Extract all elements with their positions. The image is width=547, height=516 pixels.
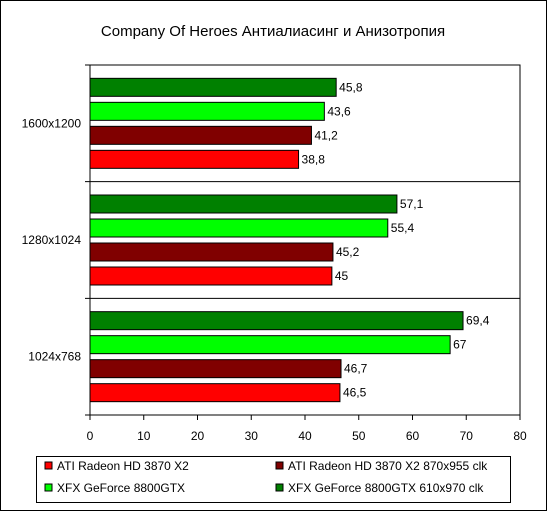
data-label: 46,5: [343, 386, 367, 400]
data-label: 38,8: [302, 152, 326, 166]
bar: [89, 77, 337, 97]
x-axis: 0 10 20 30 40 50 60 70 80: [87, 415, 527, 443]
bar-labels: 45,8 43,6 41,2 38,8 57,1 55,4 45,2 45 69,4 67 46,7…: [302, 80, 490, 399]
data-label: 41,2: [314, 128, 338, 142]
x-tick-label: 70: [460, 429, 474, 443]
data-label: 45: [335, 269, 349, 283]
bar: [89, 149, 300, 169]
plot-area: [89, 64, 521, 416]
legend: ATI Radeon HD 3870 X2 ATI Radeon HD 3870 …: [36, 456, 511, 503]
data-label: 46,7: [344, 362, 368, 376]
data-label: 55,4: [391, 221, 415, 235]
bar: [89, 242, 334, 262]
legend-label: XFX GeForce 8800GTX: [57, 481, 185, 495]
category-separators: [85, 64, 520, 416]
x-tick-label: 20: [191, 429, 205, 443]
bar: [89, 359, 342, 379]
data-label: 45,8: [339, 80, 363, 94]
legend-swatch: [44, 461, 53, 470]
legend-label: ATI Radeon HD 3870 X2 870x955 clk: [288, 459, 488, 473]
x-tick-label: 80: [513, 429, 527, 443]
bar: [89, 194, 398, 214]
x-tick-label: 40: [298, 429, 312, 443]
x-tick-label: 60: [406, 429, 420, 443]
legend-label: ATI Radeon HD 3870 X2: [57, 459, 189, 473]
x-tick-label: 0: [87, 429, 94, 443]
legend-box: [36, 456, 511, 503]
category-label: 1024x768: [28, 350, 81, 364]
legend-swatch: [275, 483, 284, 492]
data-label: 69,4: [466, 314, 490, 328]
x-tick-label: 30: [245, 429, 259, 443]
bar: [89, 125, 312, 145]
legend-swatch: [44, 483, 53, 492]
category-label: 1280x1024: [22, 233, 82, 247]
data-label: 45,2: [336, 245, 360, 259]
data-label: 67: [453, 338, 467, 352]
category-labels: 1600x1200 1280x1024 1024x768: [22, 116, 82, 363]
bar: [89, 383, 341, 403]
legend-swatch: [275, 461, 284, 470]
data-label: 57,1: [400, 197, 424, 211]
x-tick-label: 50: [352, 429, 366, 443]
bar: [89, 218, 389, 238]
bar: [89, 335, 451, 355]
bar: [89, 266, 333, 286]
bars: [89, 77, 464, 403]
bar: [89, 311, 464, 331]
bar: [89, 101, 325, 121]
chart-title: Company Of Heroes Антиалиасинг и Анизотр…: [101, 23, 445, 40]
x-tick-label: 10: [137, 429, 151, 443]
legend-label: XFX GeForce 8800GTX 610x970 clk: [288, 481, 484, 495]
category-label: 1600x1200: [22, 116, 82, 130]
data-label: 43,6: [327, 104, 351, 118]
